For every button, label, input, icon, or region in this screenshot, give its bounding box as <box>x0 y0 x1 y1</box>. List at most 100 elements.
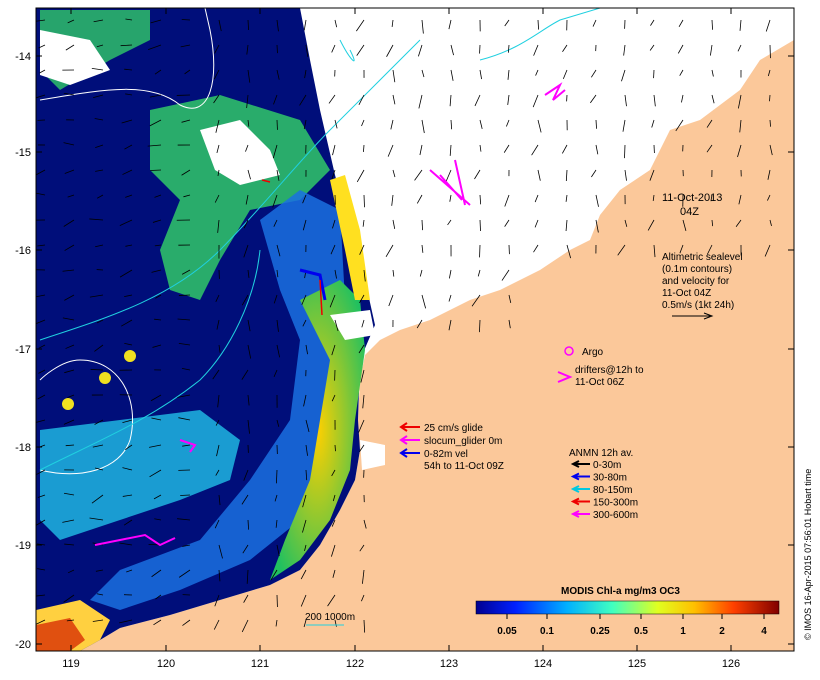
velocity-arrow <box>94 467 104 471</box>
velocity-arrow <box>243 469 249 481</box>
reef <box>99 372 111 384</box>
altimetry-line: 11-Oct 04Z <box>662 288 711 299</box>
velocity-arrow <box>154 318 162 321</box>
velocity-arrow <box>150 394 162 402</box>
anmn-swatch-head <box>570 510 580 518</box>
velocity-arrow <box>448 319 452 331</box>
contour-line <box>479 8 601 61</box>
velocity-arrow <box>95 169 104 172</box>
velocity-arrow <box>276 469 278 484</box>
reef <box>62 398 74 410</box>
velocity-arrow <box>180 44 191 48</box>
velocity-arrow <box>392 219 396 229</box>
altimetry-note: Altimetric sealevel (0.1m contours) and … <box>662 252 743 320</box>
velocity-arrow <box>623 44 626 56</box>
velocity-arrow <box>64 369 75 374</box>
velocity-arrow <box>218 569 221 582</box>
velocity-arrow <box>358 94 365 106</box>
velocity-arrow <box>534 219 539 228</box>
velocity-arrow <box>331 544 336 557</box>
velocity-arrow <box>474 94 481 107</box>
velocity-arrow <box>624 169 627 181</box>
velocity-arrow <box>334 19 338 28</box>
velocity-arrow <box>124 68 133 71</box>
velocity-arrow <box>330 244 336 255</box>
velocity-arrow <box>533 244 539 253</box>
velocity-arrow <box>305 344 308 355</box>
velocity-arrow <box>617 244 626 256</box>
colorbar-tick-label: 4 <box>761 626 767 637</box>
velocity-arrow <box>387 144 394 157</box>
velocity-arrow <box>154 194 162 198</box>
velocity-arrow <box>63 594 75 603</box>
velocity-arrow <box>241 369 249 380</box>
velocity-arrow <box>392 169 396 178</box>
velocity-arrow <box>675 119 684 132</box>
colorbar <box>475 600 780 615</box>
velocity-arrow <box>565 219 568 232</box>
velocity-arrow <box>362 394 365 409</box>
velocity-arrow <box>327 594 336 607</box>
chlorophyll-coastal-high <box>270 280 365 580</box>
velocity-arrow <box>64 543 75 546</box>
velocity-arrow <box>562 44 568 52</box>
velocity-arrow <box>392 269 395 277</box>
velocity-arrow <box>181 119 191 123</box>
velocity-arrow <box>218 494 221 506</box>
velocity-arrow <box>300 569 307 580</box>
velocity-arrow <box>154 518 162 521</box>
velocity-arrow <box>119 269 133 278</box>
velocity-arrow <box>150 19 162 24</box>
colorbar-tick-label: 0.25 <box>590 626 610 637</box>
y-tick-label: -15 <box>15 147 31 159</box>
velocity-arrow <box>96 319 104 324</box>
velocity-arrow <box>124 144 133 150</box>
velocity-arrow <box>95 569 104 572</box>
velocity-arrow <box>706 144 713 153</box>
velocity-arrow <box>125 244 133 247</box>
velocity-arrow <box>507 94 510 105</box>
velocity-arrow <box>217 394 220 408</box>
velocity-arrow <box>735 219 742 227</box>
velocity-arrow <box>332 569 336 578</box>
velocity-arrow <box>92 444 104 448</box>
velocity-arrow <box>361 594 365 602</box>
velocity-arrow <box>273 294 278 304</box>
velocity-arrow <box>537 169 541 181</box>
velocity-arrow <box>151 417 162 421</box>
legend-swatch <box>399 448 408 458</box>
drifter-track <box>429 159 471 206</box>
velocity-arrow <box>218 19 222 32</box>
velocity-arrow <box>359 444 365 452</box>
velocity-arrow <box>36 294 46 298</box>
velocity-arrow <box>565 169 568 182</box>
y-tick-label: -18 <box>15 442 31 454</box>
velocity-arrow <box>392 94 396 105</box>
velocity-arrow <box>247 419 250 434</box>
altimetry-line: (0.1m contours) <box>662 264 732 275</box>
velocity-arrow <box>37 394 46 400</box>
velocity-arrow <box>421 219 423 231</box>
velocity-arrow <box>359 294 365 304</box>
velocity-arrow <box>649 169 655 181</box>
velocity-arrow <box>532 94 539 108</box>
velocity-arrow <box>67 194 75 198</box>
cloud-patch <box>40 30 110 85</box>
velocity-arrow <box>276 269 279 278</box>
velocity-arrow <box>622 119 626 132</box>
velocity-arrow <box>181 269 191 275</box>
velocity-arrow <box>64 244 75 251</box>
velocity-arrow <box>419 144 423 156</box>
velocity-arrow <box>37 494 46 498</box>
velocity-arrow <box>471 294 481 307</box>
velocity-arrow <box>653 244 656 258</box>
glider-legend-line: 54h to 11-Oct 09Z <box>424 461 504 472</box>
velocity-arrow <box>305 44 309 57</box>
velocity-arrow <box>276 169 280 181</box>
velocity-arrow <box>218 344 221 353</box>
chlorophyll-blue-band <box>90 190 345 610</box>
velocity-arrow <box>39 69 46 74</box>
velocity-arrow <box>595 119 597 129</box>
velocity-arrow <box>450 44 454 56</box>
